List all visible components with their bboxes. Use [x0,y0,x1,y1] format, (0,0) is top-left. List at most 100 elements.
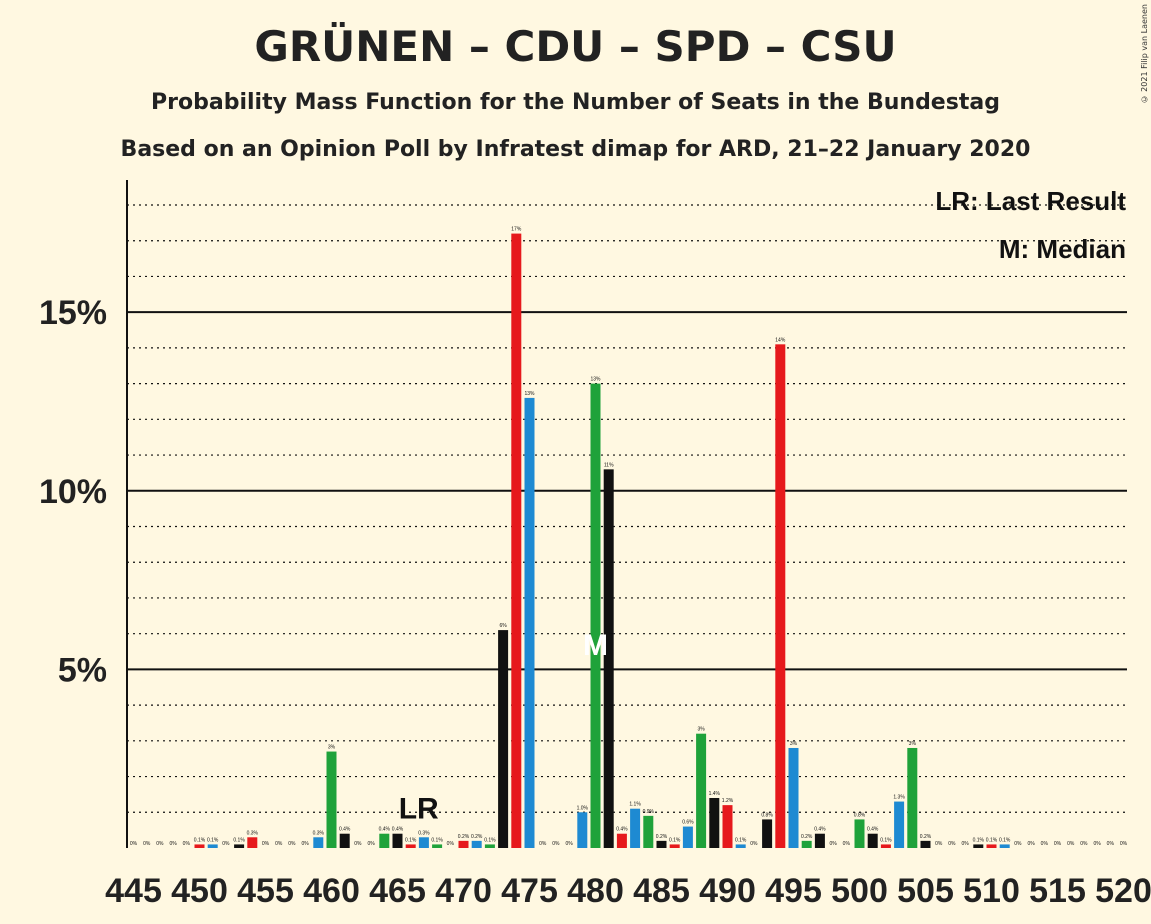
bar-label-seat-504: 3% [909,741,917,747]
bar-seat-489 [709,797,720,848]
x-tick-labels: 445 450 455 460 465 470 475 480 485 490 495 500 505 5… [105,872,1151,910]
bar-seat-470 [458,840,469,848]
bar-label-seat-473: 6% [499,623,507,629]
bar-label-seat-513: 0% [1027,841,1035,847]
x-tick-label: 515 [1029,872,1086,910]
x-tick-label: 445 [105,872,162,910]
bar-seat-465 [392,833,403,848]
x-tick-label: 505 [897,872,954,910]
chart-title: GRÜNEN – CDU – SPD – CSU [254,22,897,71]
bar-label-seat-487: 0.6% [682,820,694,826]
bar-label-seat-493: 0.8% [761,812,773,818]
bar-label-seat-499: 0% [843,841,851,847]
x-tick-label: 480 [567,872,624,910]
bar-seat-503 [894,801,905,848]
bar-label-seat-449: 0% [183,841,191,847]
bar-seat-494 [775,344,786,848]
bar-label-seat-446: 0% [143,841,151,847]
bar-label-seat-505: 0.2% [920,834,932,840]
x-tick-label: 460 [303,872,360,910]
bar-seat-493 [762,819,773,848]
bar-label-seat-506: 0% [935,841,943,847]
bar-label-seat-502: 0.1% [880,837,892,843]
bar-label-seat-463: 0% [367,841,375,847]
bar-label-seat-472: 0.1% [484,837,496,843]
bar-label-seat-515: 0% [1054,841,1062,847]
bar-label-seat-453: 0.1% [233,837,245,843]
bar-label-seat-458: 0% [301,841,309,847]
x-tick-label: 475 [501,872,558,910]
bar-label-seat-452: 0% [222,841,230,847]
bar-seat-484 [643,815,654,848]
bar-seat-504 [907,747,918,848]
y-tick-labels: 5% 10% 15% [39,294,107,689]
bar-label-seat-482: 0.4% [616,827,628,833]
bar-seat-488 [696,733,707,848]
x-tick-label: 455 [237,872,294,910]
bar-seat-505 [920,840,931,848]
grid-lines [127,204,1127,813]
bar-label-seat-485: 0.2% [656,834,668,840]
bar-label-seat-450: 0.1% [194,837,206,843]
bar-label-seat-503: 1.3% [893,795,905,801]
bar-label-seat-466: 0.1% [405,837,417,843]
x-tick-label: 490 [699,872,756,910]
bar-label-seat-478: 0% [565,841,573,847]
bar-label-seat-460: 3% [328,745,336,751]
bar-seat-453 [234,844,245,848]
bar-seat-471 [471,840,482,848]
bar-label-seat-491: 0.1% [735,837,747,843]
bar-label-seat-445: 0% [130,841,138,847]
bar-seat-468 [432,844,443,848]
bar-seat-496 [801,840,812,848]
bar-seat-491 [735,844,746,848]
bar-label-seat-516: 0% [1067,841,1075,847]
bar-seat-495 [788,747,799,848]
bar-label-seat-509: 0.1% [973,837,985,843]
last-result-marker: LR [399,792,439,825]
bar-label-seat-496: 0.2% [801,834,813,840]
bar-label-seat-498: 0% [829,841,837,847]
bar-seat-509 [973,844,984,848]
bar-seat-467 [418,837,429,848]
bar-seat-464 [379,833,390,848]
bar-seat-460 [326,751,337,848]
bar-seat-480 [590,383,601,848]
bar-label-seat-447: 0% [156,841,164,847]
bar-label-seat-467: 0.3% [418,830,430,836]
bar-seat-482 [616,833,627,848]
bar-label-seat-469: 0% [447,841,455,847]
bar-label-seat-461: 0.4% [339,827,351,833]
bar-seat-486 [669,844,680,848]
bar-label-seat-456: 0% [275,841,283,847]
bar-seat-510 [986,844,997,848]
legend-last-result: LR: Last Result [935,186,1126,216]
bar-label-seat-464: 0.4% [379,827,391,833]
y-tick-label: 15% [39,294,107,332]
bar-seat-511 [999,844,1010,848]
bar-seat-473 [498,630,509,848]
bar-label-seat-451: 0.1% [207,837,219,843]
bar-label-seat-462: 0% [354,841,362,847]
bar-seat-501 [867,833,878,848]
bar-label-seat-457: 0% [288,841,296,847]
bar-label-seat-492: 0% [750,841,758,847]
bar-seat-490 [722,805,733,848]
bar-label-seat-514: 0% [1041,841,1049,847]
x-tick-label: 485 [633,872,690,910]
bar-label-seat-517: 0% [1080,841,1088,847]
bar-label-seat-512: 0% [1014,841,1022,847]
bar-label-seat-479: 1.0% [577,805,589,811]
bar-label-seat-481: 11% [604,462,614,468]
bar-label-seat-476: 0% [539,841,547,847]
bar-label-seat-480: 13% [590,377,601,383]
bar-label-seat-468: 0.1% [431,837,443,843]
bar-label-seat-519: 0% [1107,841,1115,847]
bar-labels: 0% 0% 0% 0% 0%0.1% 0.1%0%0.1%0.3%0% 0% 0% 0%0.3%… [130,227,1128,847]
bar-label-seat-470: 0.2% [458,834,470,840]
bar-seat-474 [511,233,522,848]
bar-label-seat-490: 1.2% [722,798,734,804]
bar-label-seat-497: 0.4% [814,827,826,833]
bar-seat-479 [577,812,588,848]
